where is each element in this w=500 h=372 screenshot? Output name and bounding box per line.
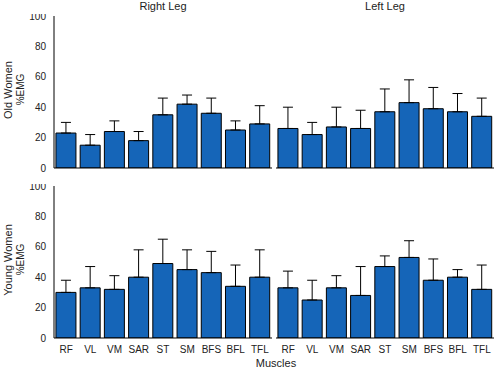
html-text:Right Leg: Right Leg xyxy=(139,0,187,12)
html-text:%EMG: %EMG xyxy=(14,243,26,276)
html-text:Left Leg: Left Leg xyxy=(365,0,405,12)
html-text:Muscles: Muscles xyxy=(255,357,297,369)
html-text:Old Women: Old Women xyxy=(2,61,14,119)
svg-text:BFL: BFL xyxy=(226,344,245,355)
svg-text:TFL: TFL xyxy=(251,344,269,355)
svg-text:SM: SM xyxy=(402,344,417,355)
svg-text:VM: VM xyxy=(107,344,122,355)
svg-text:60: 60 xyxy=(35,71,47,82)
svg-text:RF: RF xyxy=(59,344,72,355)
svg-text:100: 100 xyxy=(29,14,46,22)
svg-text:TFL: TFL xyxy=(473,344,491,355)
svg-text:BFS: BFS xyxy=(424,344,444,355)
svg-text:80: 80 xyxy=(35,211,47,222)
html-text:%EMG: %EMG xyxy=(14,73,26,106)
svg-text:BFS: BFS xyxy=(202,344,222,355)
svg-text:40: 40 xyxy=(35,272,47,283)
svg-text:ST: ST xyxy=(157,344,170,355)
svg-text:0: 0 xyxy=(40,163,46,174)
svg-text:VL: VL xyxy=(306,344,319,355)
svg-text:100: 100 xyxy=(29,184,46,192)
html-text:Young Women: Young Women xyxy=(2,224,14,296)
svg-text:SM: SM xyxy=(180,344,195,355)
svg-text:BFL: BFL xyxy=(448,344,467,355)
svg-text:SAR: SAR xyxy=(128,344,149,355)
svg-text:VM: VM xyxy=(329,344,344,355)
svg-text:20: 20 xyxy=(35,132,47,143)
svg-text:40: 40 xyxy=(35,102,47,113)
svg-text:SAR: SAR xyxy=(350,344,371,355)
svg-text:20: 20 xyxy=(35,302,47,313)
svg-text:60: 60 xyxy=(35,241,47,252)
svg-text:VL: VL xyxy=(84,344,97,355)
svg-text:ST: ST xyxy=(379,344,392,355)
svg-text:80: 80 xyxy=(35,41,47,52)
svg-text:RF: RF xyxy=(281,344,294,355)
svg-text:0: 0 xyxy=(40,333,46,344)
